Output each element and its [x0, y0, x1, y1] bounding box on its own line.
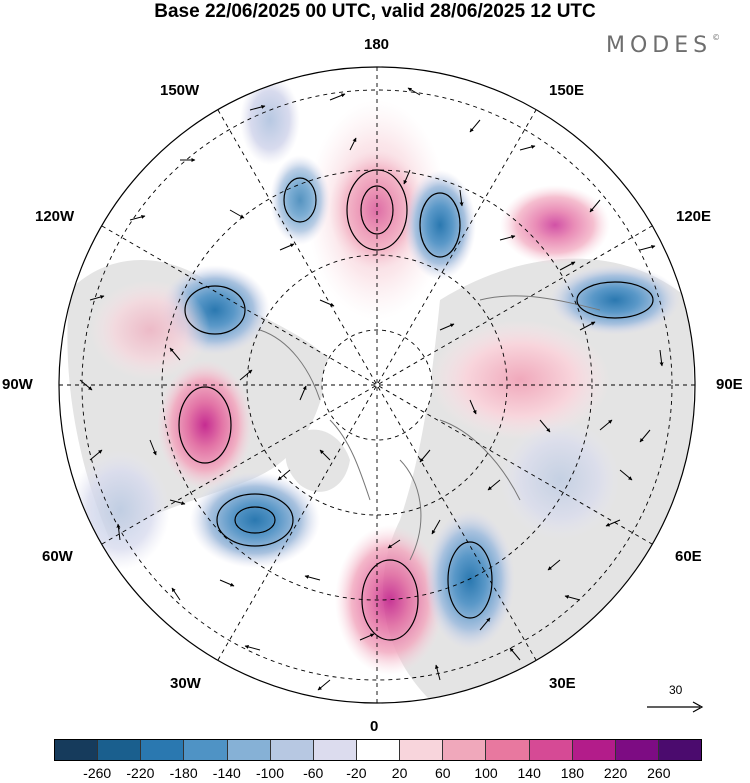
lon-label-180: 180	[364, 36, 390, 53]
colorbar-swatch	[55, 740, 99, 760]
lon-label-150e: 150E	[549, 82, 585, 99]
colorbar-tick-label: 220	[603, 765, 628, 781]
land-greenland	[285, 429, 350, 492]
lon-label-30w: 30W	[170, 675, 201, 692]
colorbar-tick-label: 20	[391, 765, 408, 781]
map-title: Base 22/06/2025 00 UTC, valid 28/06/2025…	[154, 1, 596, 22]
colorbar-tick-label: 100	[474, 765, 498, 781]
lon-label-120w: 120W	[35, 208, 75, 225]
reference-arrow-icon	[647, 701, 704, 713]
colorbar-swatch	[184, 740, 228, 760]
colorbar-swatch	[486, 740, 530, 760]
colorbar-swatch	[615, 740, 659, 760]
colorbar-swatch	[98, 740, 142, 760]
lon-label-150w: 150W	[160, 82, 200, 99]
colorbar-swatch	[400, 740, 444, 760]
reference-vector-label: 30	[669, 683, 683, 697]
colorbar-tick-label: 60	[435, 765, 451, 781]
colorbar-tick-label: 140	[517, 765, 541, 781]
lon-label-30e: 30E	[549, 675, 576, 692]
colorbar-swatch	[313, 740, 357, 760]
colorbar-tick-label: -260	[83, 765, 112, 781]
lon-label-90e: 90E	[716, 376, 743, 393]
colorbar-swatch	[529, 740, 573, 760]
colorbar-tick-label: -60	[303, 765, 324, 781]
wind-vectors	[79, 87, 664, 691]
colorbar-tick-label: 260	[647, 765, 671, 781]
map-boundary	[58, 66, 696, 704]
colorbar-tick-label: -140	[212, 765, 241, 781]
lon-label-90w: 90W	[2, 376, 33, 393]
colorbar-swatch	[227, 740, 271, 760]
colorbar-swatch	[141, 740, 185, 760]
colorbar-swatch	[658, 740, 702, 760]
colorbar-tick-label: -180	[169, 765, 198, 781]
lon-label-60w: 60W	[42, 548, 73, 565]
reference-vector: 30	[645, 683, 705, 713]
colorbar-tick-label: -220	[126, 765, 155, 781]
colorbar	[54, 739, 702, 761]
colorbar-tick-label: -20	[346, 765, 367, 781]
lon-label-60e: 60E	[675, 548, 702, 565]
field-layer	[59, 67, 695, 703]
lon-label-0: 0	[370, 718, 379, 735]
lon-label-120e: 120E	[676, 208, 712, 225]
colorbar-swatch	[356, 740, 401, 760]
colorbar-tick-label: 180	[560, 765, 585, 781]
colorbar-tick-label: -100	[255, 765, 285, 781]
modes-logo: MODES©	[606, 33, 721, 58]
colorbar-swatch	[270, 740, 314, 760]
colorbar-swatch	[443, 740, 487, 760]
colorbar-swatch	[572, 740, 616, 760]
